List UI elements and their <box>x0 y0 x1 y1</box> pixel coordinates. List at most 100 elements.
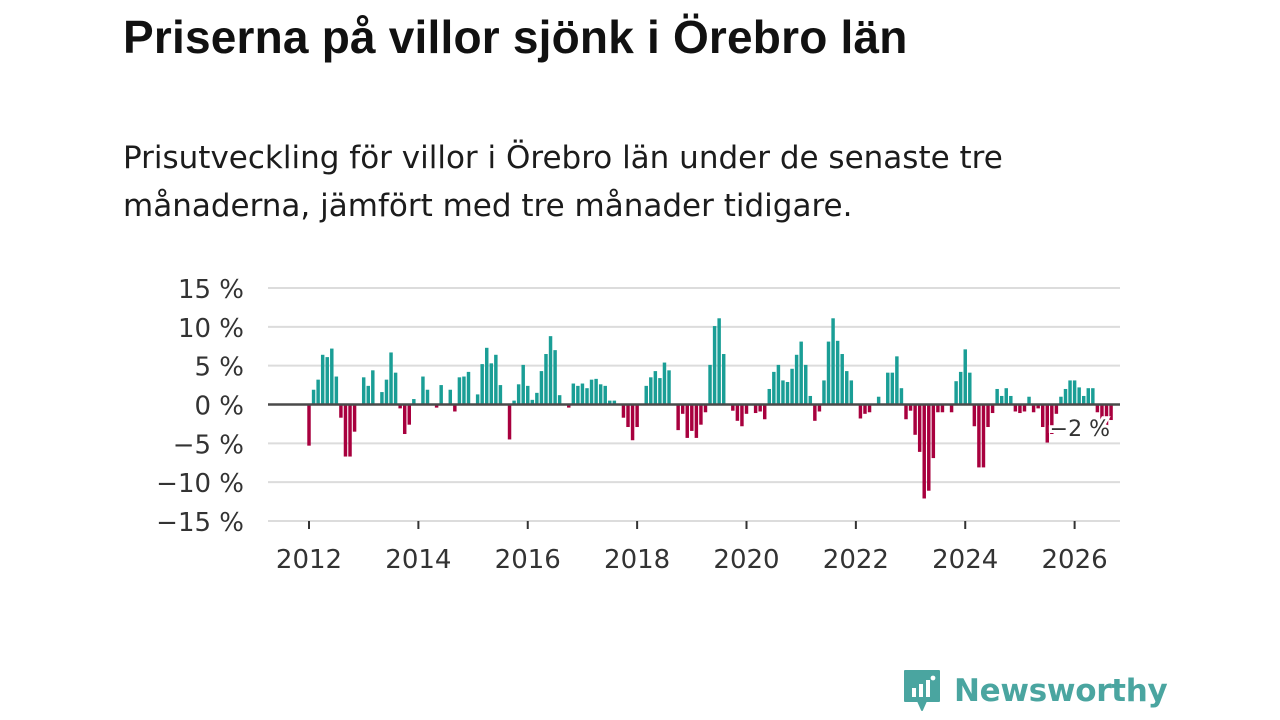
bar <box>535 392 539 405</box>
bar <box>740 404 744 427</box>
last-value-label: −2 % <box>1050 417 1110 442</box>
bar <box>699 404 703 425</box>
bar <box>361 377 366 405</box>
bar <box>662 362 667 405</box>
bar <box>402 404 407 435</box>
bar <box>1031 404 1036 413</box>
bar <box>494 354 498 405</box>
bar <box>917 404 922 452</box>
bar <box>567 404 571 408</box>
x-tick-label: 2022 <box>823 545 889 575</box>
bar <box>434 404 439 408</box>
bar <box>954 381 958 405</box>
bar <box>371 370 375 405</box>
newsworthy-logo: Newsworthy <box>902 668 1168 714</box>
x-tick-label: 2018 <box>604 545 670 575</box>
bar <box>462 376 466 405</box>
bar <box>307 404 311 446</box>
x-tick-label: 2024 <box>932 545 998 575</box>
bar <box>981 404 986 468</box>
bar <box>685 404 689 438</box>
bar <box>1027 396 1031 405</box>
bar <box>475 394 480 405</box>
bar <box>571 383 576 405</box>
bar <box>343 404 348 457</box>
bar <box>389 352 393 405</box>
bar <box>758 404 762 412</box>
bar <box>826 341 831 405</box>
bar-series <box>307 318 1113 499</box>
bar <box>995 388 999 405</box>
bar <box>553 350 557 405</box>
y-tick-label: 0 % <box>194 392 244 422</box>
bar <box>498 385 503 405</box>
bar <box>936 404 940 413</box>
bar <box>927 404 931 491</box>
bar <box>835 340 840 405</box>
bar <box>817 404 822 412</box>
bar <box>457 377 462 405</box>
x-axis: 2012 2014 2016 2018 2020 2022 2024 2026 <box>276 521 1108 575</box>
bar <box>1059 396 1063 405</box>
bar <box>785 381 790 405</box>
bar <box>908 404 913 411</box>
bar <box>767 388 772 405</box>
bar <box>412 399 416 405</box>
bar <box>1095 404 1100 413</box>
bar <box>899 388 904 405</box>
bar <box>963 349 967 405</box>
bar <box>968 372 972 405</box>
bar <box>990 404 995 414</box>
bar <box>721 354 726 405</box>
bar <box>334 376 339 405</box>
bar <box>630 404 635 441</box>
bar <box>544 354 548 405</box>
bar <box>311 389 316 405</box>
bar <box>680 404 685 414</box>
y-tick-label: −10 % <box>156 469 244 499</box>
bar <box>1022 404 1027 412</box>
chart-title: Priserna på villor sjönk i Örebro län <box>123 11 908 63</box>
bar <box>653 371 658 405</box>
bar <box>1104 404 1109 426</box>
bar <box>1004 388 1008 405</box>
bar <box>762 404 767 420</box>
bar <box>626 404 630 428</box>
bar <box>603 385 607 405</box>
bar <box>330 348 334 405</box>
bar-chart: 15 %10 %5 %0 %−5 %−10 %−15 % 2012 2014 201… <box>156 275 1120 575</box>
bar <box>348 404 352 457</box>
bar <box>512 400 516 405</box>
bar <box>598 384 603 405</box>
y-tick-label: −5 % <box>173 430 244 460</box>
bar <box>1077 387 1081 405</box>
bar <box>339 404 343 418</box>
bar <box>886 372 890 405</box>
y-tick-label: 10 % <box>178 314 244 344</box>
bar <box>316 379 320 405</box>
bar <box>1063 388 1068 405</box>
bar <box>585 388 589 405</box>
bar <box>940 404 945 413</box>
bar <box>717 318 721 405</box>
bar <box>840 354 844 405</box>
bar <box>576 385 580 405</box>
chart-subtitle: Prisutveckling för villor i Örebro län u… <box>123 140 1003 224</box>
bar <box>972 404 977 427</box>
bar <box>539 371 544 405</box>
bar <box>804 364 808 405</box>
bar <box>1054 404 1059 414</box>
bar <box>904 404 908 420</box>
bar <box>794 354 799 405</box>
bar <box>466 371 471 405</box>
bar <box>320 354 325 405</box>
bar <box>999 395 1004 405</box>
bar <box>1045 404 1049 443</box>
bar <box>548 336 553 405</box>
newsworthy-logo-icon <box>904 670 940 711</box>
bar <box>425 389 430 405</box>
bar <box>858 404 863 419</box>
x-tick-label: 2014 <box>385 545 451 575</box>
bar <box>398 404 402 409</box>
bar <box>621 404 626 418</box>
